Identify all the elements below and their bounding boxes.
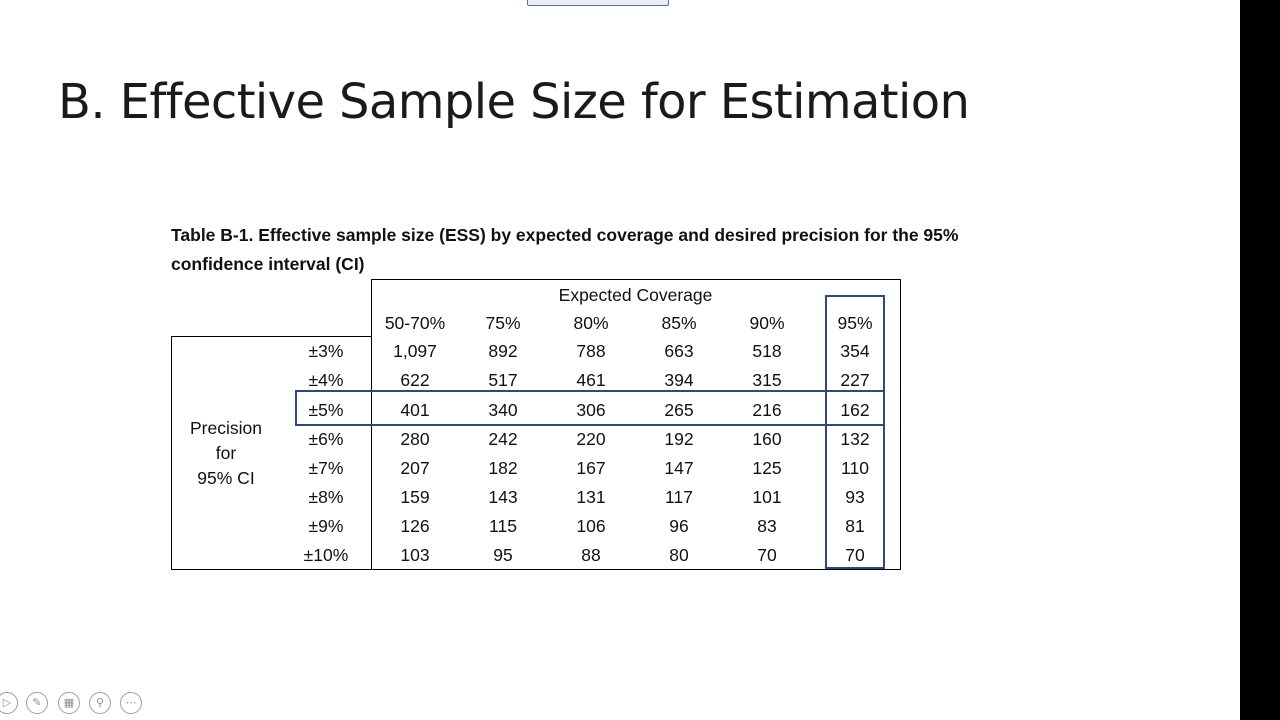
table-cell: 88	[581, 545, 601, 565]
play-icon[interactable]: ▷	[0, 692, 18, 714]
table-border-left	[171, 336, 172, 570]
table-cell: 227	[840, 370, 870, 390]
highlight-row-left	[295, 390, 297, 426]
column-header: 50-70%	[384, 313, 446, 333]
column-header: 85%	[661, 313, 697, 333]
highlight-col-top	[825, 295, 885, 297]
top-tab[interactable]	[527, 0, 669, 6]
right-edge-bar	[1240, 0, 1280, 720]
table-cell: 117	[665, 487, 693, 507]
table-header-divider	[171, 336, 371, 337]
column-header: 75%	[485, 313, 521, 333]
row-label: ±7%	[308, 458, 344, 478]
group-header: Expected Coverage	[558, 285, 713, 305]
highlight-col-right	[883, 295, 885, 569]
table-cell: 265	[664, 400, 694, 420]
row-label: ±4%	[308, 370, 344, 390]
table-cell: 788	[576, 341, 606, 361]
row-label: ±8%	[308, 487, 344, 507]
table-cell: 95	[493, 545, 513, 565]
row-group-label: Precision for 95% CI	[172, 416, 280, 491]
table-cell: 394	[664, 370, 694, 390]
row-label: ±10%	[303, 545, 349, 565]
table-cell: 125	[752, 458, 782, 478]
table-cell: 93	[845, 487, 865, 507]
table-cell: 159	[400, 487, 430, 507]
table-cell: 306	[576, 400, 606, 420]
highlight-row-top	[295, 390, 885, 392]
table-cell: 131	[576, 487, 606, 507]
table-cell: 96	[669, 516, 689, 536]
table-cell: 103	[400, 545, 430, 565]
row-label: ±3%	[308, 341, 344, 361]
table-cell: 242	[488, 429, 518, 449]
table-cell: 216	[752, 400, 782, 420]
row-label: ±6%	[308, 429, 344, 449]
table-cell: 207	[400, 458, 430, 478]
table-cell: 70	[757, 545, 777, 565]
table-cell: 110	[841, 458, 869, 478]
table-cell: 132	[840, 429, 870, 449]
column-header: 80%	[573, 313, 609, 333]
table-cell: 70	[845, 545, 865, 565]
table-cell: 663	[664, 341, 694, 361]
pen-icon[interactable]: ✎	[26, 692, 48, 714]
slide-title: B. Effective Sample Size for Estimation	[58, 74, 970, 130]
table-cell: 126	[400, 516, 430, 536]
table-cell: 115	[489, 516, 517, 536]
highlight-row-bottom	[295, 424, 885, 426]
table-border-right	[900, 279, 901, 570]
column-header: 90%	[749, 313, 785, 333]
table-cell: 147	[664, 458, 694, 478]
slides-grid-icon[interactable]: ▦	[58, 692, 80, 714]
table-cell: 340	[488, 400, 518, 420]
ess-table: Expected Coverage Precision for 95% CI 5…	[171, 279, 901, 570]
zoom-icon[interactable]: ⚲	[89, 692, 111, 714]
table-cell: 220	[576, 429, 606, 449]
table-cell: 518	[752, 341, 782, 361]
table-cell: 83	[757, 516, 777, 536]
table-cell: 106	[576, 516, 606, 536]
table-cell: 143	[488, 487, 518, 507]
row-group-label-line: 95% CI	[197, 468, 255, 488]
table-border-top	[371, 279, 901, 280]
row-group-label-line: for	[215, 443, 237, 463]
table-cell: 80	[669, 545, 689, 565]
table-cell: 354	[840, 341, 870, 361]
highlight-col-left	[825, 295, 827, 569]
table-cell: 192	[664, 429, 694, 449]
row-label: ±5%	[308, 400, 344, 420]
table-cell: 81	[845, 516, 865, 536]
table-cell: 892	[488, 341, 518, 361]
table-border-bottom	[171, 569, 901, 570]
table-cell: 622	[400, 370, 430, 390]
table-cell: 461	[576, 370, 606, 390]
table-cell: 162	[840, 400, 870, 420]
row-group-label-line: Precision	[190, 418, 262, 438]
table-cell: 101	[752, 487, 782, 507]
table-cell: 160	[752, 429, 782, 449]
row-label: ±9%	[308, 516, 344, 536]
table-cell: 280	[400, 429, 430, 449]
table-cell: 167	[576, 458, 606, 478]
highlight-col-bottom	[825, 567, 885, 569]
table-cell: 517	[488, 370, 518, 390]
table-caption: Table B-1. Effective sample size (ESS) b…	[171, 225, 959, 274]
column-header: 95%	[837, 313, 873, 333]
table-cell: 1,097	[393, 341, 437, 361]
table-cell: 401	[400, 400, 430, 420]
table-cell: 182	[488, 458, 518, 478]
table-cell: 315	[752, 370, 782, 390]
more-icon[interactable]: ⋯	[120, 692, 142, 714]
